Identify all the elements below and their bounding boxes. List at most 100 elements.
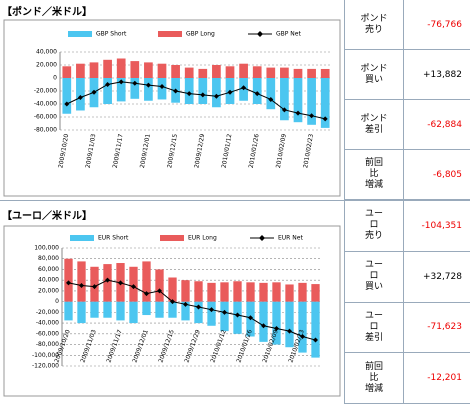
stats-row: ユー ロ 買い +32,728 xyxy=(345,251,470,303)
net-marker xyxy=(274,325,279,331)
stats-label: 前回 比 増減 xyxy=(345,150,404,199)
bar xyxy=(311,301,320,358)
bar xyxy=(77,301,86,324)
net-line xyxy=(68,279,316,341)
y-tick-label: 0 xyxy=(53,75,57,82)
net-marker xyxy=(92,284,97,290)
bar xyxy=(90,301,99,318)
net-marker xyxy=(209,307,214,313)
bar xyxy=(207,282,216,302)
stats-row: ポンド 買い +13,882 xyxy=(345,50,470,100)
net-marker xyxy=(118,79,124,85)
bar xyxy=(285,301,294,348)
legend-marker xyxy=(259,235,265,241)
bar xyxy=(298,282,307,302)
net-marker xyxy=(241,85,247,91)
stats-label: ポンド 買い xyxy=(345,50,404,99)
net-marker xyxy=(227,89,233,95)
bar xyxy=(130,61,140,78)
bar xyxy=(157,63,167,78)
bar xyxy=(184,67,194,78)
y-tick-label: 20,000 xyxy=(36,62,57,69)
net-marker xyxy=(313,337,318,343)
section-title: 【ポンド／米ドル】 xyxy=(2,7,92,18)
net-marker xyxy=(159,83,165,89)
bar xyxy=(212,65,221,78)
stats-row: ユー ロ 差引 -71,623 xyxy=(345,302,470,354)
y-tick-label: 60,000 xyxy=(38,266,59,273)
net-marker xyxy=(144,291,149,297)
bar xyxy=(129,301,138,324)
legend-swatch xyxy=(160,235,184,241)
net-marker xyxy=(173,88,179,94)
bar xyxy=(320,78,330,128)
y-tick-label: -80,000 xyxy=(36,341,59,348)
net-marker xyxy=(196,304,201,310)
y-tick-label: -40,000 xyxy=(34,101,57,108)
bar xyxy=(76,63,85,78)
bar xyxy=(89,62,99,78)
net-marker xyxy=(91,89,97,95)
bar xyxy=(220,301,229,332)
chart-frame xyxy=(3,19,341,197)
stats-label: ユー ロ 買い xyxy=(345,251,404,302)
bar xyxy=(239,63,248,78)
net-marker xyxy=(213,93,219,99)
stats-value: -71,623 xyxy=(427,322,462,333)
bar xyxy=(198,68,208,78)
legend-label: GBP Short xyxy=(96,31,127,38)
bar xyxy=(207,301,216,326)
legend-swatch xyxy=(158,31,182,37)
stats-row: 前回 比 増減 -6,805 xyxy=(345,150,470,200)
y-tick-label: 0 xyxy=(55,298,59,305)
stats-label: ユー ロ 差引 xyxy=(345,302,404,353)
bar xyxy=(272,282,281,302)
stats-value: +32,728 xyxy=(422,271,462,282)
bar xyxy=(311,284,320,302)
y-tick-label: 40,000 xyxy=(36,49,57,56)
net-marker xyxy=(170,299,175,305)
net-marker xyxy=(79,283,84,289)
stats-value: +13,882 xyxy=(422,69,462,80)
net-marker xyxy=(254,91,260,97)
legend-label: GBP Long xyxy=(186,31,215,38)
y-tick-label: -20,000 xyxy=(36,309,59,316)
stats-row: ポンド 売り -76,766 xyxy=(345,0,470,50)
bar xyxy=(198,78,208,104)
charts: 40,000 20,000 0 -20,000 -40,000 -60,000 -80,00… xyxy=(3,19,341,397)
bar xyxy=(225,66,235,78)
net-marker xyxy=(132,80,138,86)
stats-label: ポンド 差引 xyxy=(345,100,404,149)
bar xyxy=(103,78,112,104)
net-marker xyxy=(77,95,83,100)
bar xyxy=(116,78,126,102)
bar xyxy=(307,78,316,125)
legend-swatch xyxy=(68,31,92,37)
bar xyxy=(298,301,307,353)
y-tick-label: -20,000 xyxy=(34,88,57,95)
legend-label: EUR Short xyxy=(98,235,129,242)
bar xyxy=(220,282,229,302)
stats-value: -76,766 xyxy=(427,19,462,30)
stats-row: 前回 比 増減 -12,201 xyxy=(345,353,470,404)
y-tick-label: -100,000 xyxy=(32,352,59,359)
bar xyxy=(181,280,190,302)
bar xyxy=(77,261,86,302)
bar xyxy=(293,78,303,123)
legend-label: EUR Long xyxy=(188,235,217,242)
bar xyxy=(259,282,268,302)
bar xyxy=(280,67,289,78)
net-marker xyxy=(222,309,227,315)
bar xyxy=(266,67,276,78)
bar xyxy=(320,68,330,78)
net-marker xyxy=(64,101,70,107)
bar xyxy=(233,281,242,302)
net-marker xyxy=(200,92,206,98)
y-tick-label: -60,000 xyxy=(36,330,59,337)
bar xyxy=(233,301,242,334)
stats-value: -6,805 xyxy=(432,169,462,180)
bar xyxy=(155,301,164,318)
bar xyxy=(144,62,153,78)
y-tick-label: -80,000 xyxy=(34,127,57,134)
legend-marker xyxy=(257,31,263,37)
